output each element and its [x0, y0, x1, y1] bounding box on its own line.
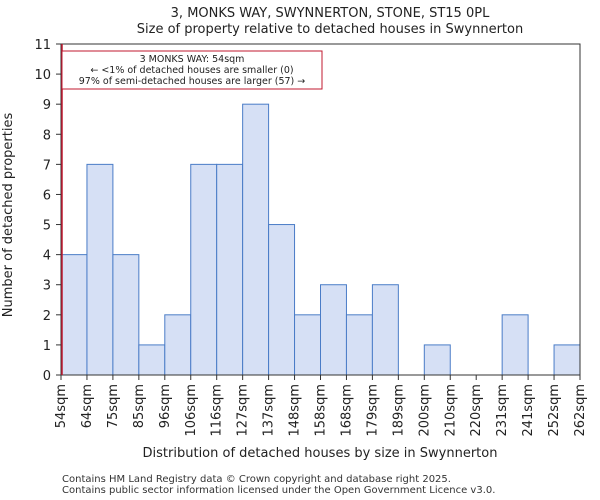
- x-tick-label-116sqm: 116sqm: [210, 384, 225, 437]
- footer-licence: Contains public sector information licen…: [62, 485, 496, 496]
- x-tick-label-252sqm: 252sqm: [547, 384, 562, 437]
- footer-copyright: Contains HM Land Registry data © Crown c…: [62, 474, 451, 485]
- annotation-line-1: 3 MONKS WAY: 54sqm: [140, 54, 245, 65]
- x-tick-label-241sqm: 241sqm: [521, 384, 536, 437]
- annotation-line-3: 97% of semi-detached houses are larger (…: [79, 76, 306, 87]
- y-tick-label-2: 2: [43, 309, 51, 324]
- x-tick-label-262sqm: 262sqm: [573, 384, 588, 437]
- y-ticks: 0 1 2 3 4 5 6 7 8 9 10 11: [34, 38, 61, 384]
- chart-subtitle: Size of property relative to detached ho…: [137, 22, 523, 37]
- x-tick-label-75sqm: 75sqm: [106, 384, 121, 428]
- annotation-box: 3 MONKS WAY: 54sqm ← <1% of detached hou…: [61, 50, 323, 90]
- x-tick-label-158sqm: 158sqm: [314, 384, 329, 437]
- bar-85sqm: [138, 344, 166, 376]
- bar-54sqm: [60, 254, 88, 376]
- y-tick-label-9: 9: [43, 98, 51, 113]
- y-tick-label-5: 5: [43, 219, 51, 234]
- bar-137sqm: [268, 224, 296, 376]
- bar-96sqm: [164, 314, 192, 376]
- bar-158sqm: [320, 284, 347, 376]
- y-tick-label-3: 3: [43, 279, 51, 294]
- bar-148sqm: [294, 314, 321, 376]
- bar-231sqm: [501, 314, 529, 376]
- bar-75sqm: [112, 254, 140, 376]
- y-tick-label-10: 10: [34, 68, 51, 83]
- y-tick-label-6: 6: [43, 188, 51, 203]
- x-tick-label-179sqm: 179sqm: [365, 384, 380, 437]
- bar-64sqm: [86, 163, 114, 376]
- x-tick-label-137sqm: 137sqm: [262, 384, 277, 437]
- x-tick-label-210sqm: 210sqm: [443, 384, 458, 437]
- annotation-line-2: ← <1% of detached houses are smaller (0): [90, 65, 293, 76]
- x-tick-label-148sqm: 148sqm: [288, 384, 303, 437]
- x-tick-label-220sqm: 220sqm: [469, 384, 484, 437]
- bar-179sqm: [371, 284, 399, 376]
- bar-127sqm: [242, 103, 270, 376]
- x-tick-label-106sqm: 106sqm: [184, 384, 199, 437]
- x-tick-label-54sqm: 54sqm: [54, 384, 69, 428]
- x-tick-label-64sqm: 64sqm: [80, 384, 95, 428]
- x-tick-label-85sqm: 85sqm: [132, 384, 147, 428]
- bars-group: [60, 103, 581, 376]
- bar-116sqm: [216, 163, 244, 376]
- x-tick-label-231sqm: 231sqm: [495, 384, 510, 437]
- bar-106sqm: [190, 163, 218, 376]
- y-tick-label-11: 11: [34, 38, 51, 53]
- bar-252sqm: [553, 344, 581, 376]
- y-axis-label: Number of detached properties: [1, 113, 16, 318]
- chart-title: 3, MONKS WAY, SWYNNERTON, STONE, ST15 0P…: [171, 6, 490, 21]
- x-ticks: 54sqm 64sqm 75sqm 85sqm 96sqm 106sqm 116sqm 127…: [54, 375, 588, 437]
- x-tick-label-127sqm: 127sqm: [236, 384, 251, 437]
- y-tick-label-1: 1: [43, 339, 51, 354]
- y-tick-label-8: 8: [43, 128, 51, 143]
- y-tick-label-4: 4: [43, 249, 51, 264]
- bar-200sqm: [423, 344, 451, 376]
- x-tick-label-189sqm: 189sqm: [391, 384, 406, 437]
- plot-frame: [60, 43, 581, 376]
- x-tick-label-96sqm: 96sqm: [158, 384, 173, 428]
- bar-168sqm: [345, 314, 373, 376]
- x-tick-label-200sqm: 200sqm: [417, 384, 432, 437]
- x-tick-label-168sqm: 168sqm: [339, 384, 354, 437]
- y-tick-label-0: 0: [43, 369, 51, 384]
- y-tick-label-7: 7: [43, 158, 51, 173]
- x-axis-label: Distribution of detached houses by size …: [143, 446, 498, 461]
